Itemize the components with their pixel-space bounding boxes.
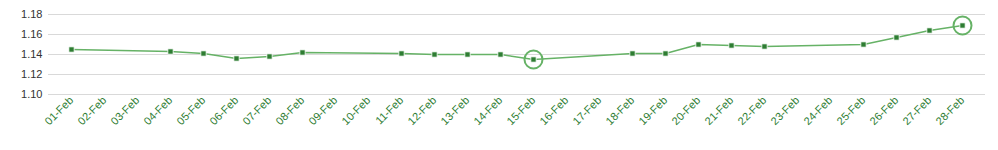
svg-text:05-Feb: 05-Feb [174, 94, 207, 127]
svg-text:1.16: 1.16 [21, 28, 42, 40]
svg-text:04-Feb: 04-Feb [141, 94, 174, 127]
svg-text:23-Feb: 23-Feb [768, 94, 801, 127]
svg-text:19-Feb: 19-Feb [636, 94, 669, 127]
svg-text:1.18: 1.18 [21, 8, 42, 20]
svg-text:21-Feb: 21-Feb [702, 94, 735, 127]
svg-text:15-Feb: 15-Feb [504, 94, 537, 127]
svg-text:27-Feb: 27-Feb [900, 94, 933, 127]
svg-text:1.14: 1.14 [21, 48, 42, 60]
svg-text:26-Feb: 26-Feb [867, 94, 900, 127]
svg-text:14-Feb: 14-Feb [471, 94, 504, 127]
svg-text:01-Feb: 01-Feb [42, 94, 75, 127]
svg-text:1.12: 1.12 [21, 68, 42, 80]
svg-text:16-Feb: 16-Feb [537, 94, 570, 127]
svg-text:12-Feb: 12-Feb [405, 94, 438, 127]
svg-text:03-Feb: 03-Feb [108, 94, 141, 127]
svg-text:1.10: 1.10 [21, 88, 42, 100]
svg-text:02-Feb: 02-Feb [75, 94, 108, 127]
svg-text:11-Feb: 11-Feb [373, 94, 406, 127]
svg-text:07-Feb: 07-Feb [240, 94, 273, 127]
svg-text:13-Feb: 13-Feb [438, 94, 471, 127]
svg-text:22-Feb: 22-Feb [735, 94, 768, 127]
svg-text:20-Feb: 20-Feb [669, 94, 702, 127]
svg-text:25-Feb: 25-Feb [834, 94, 867, 127]
svg-text:18-Feb: 18-Feb [603, 94, 636, 127]
svg-text:28-Feb: 28-Feb [933, 94, 966, 127]
svg-text:17-Feb: 17-Feb [570, 94, 603, 127]
svg-text:06-Feb: 06-Feb [207, 94, 240, 127]
svg-text:09-Feb: 09-Feb [306, 94, 339, 127]
svg-text:08-Feb: 08-Feb [273, 94, 306, 127]
svg-text:10-Feb: 10-Feb [339, 94, 372, 127]
svg-text:24-Feb: 24-Feb [801, 94, 834, 127]
